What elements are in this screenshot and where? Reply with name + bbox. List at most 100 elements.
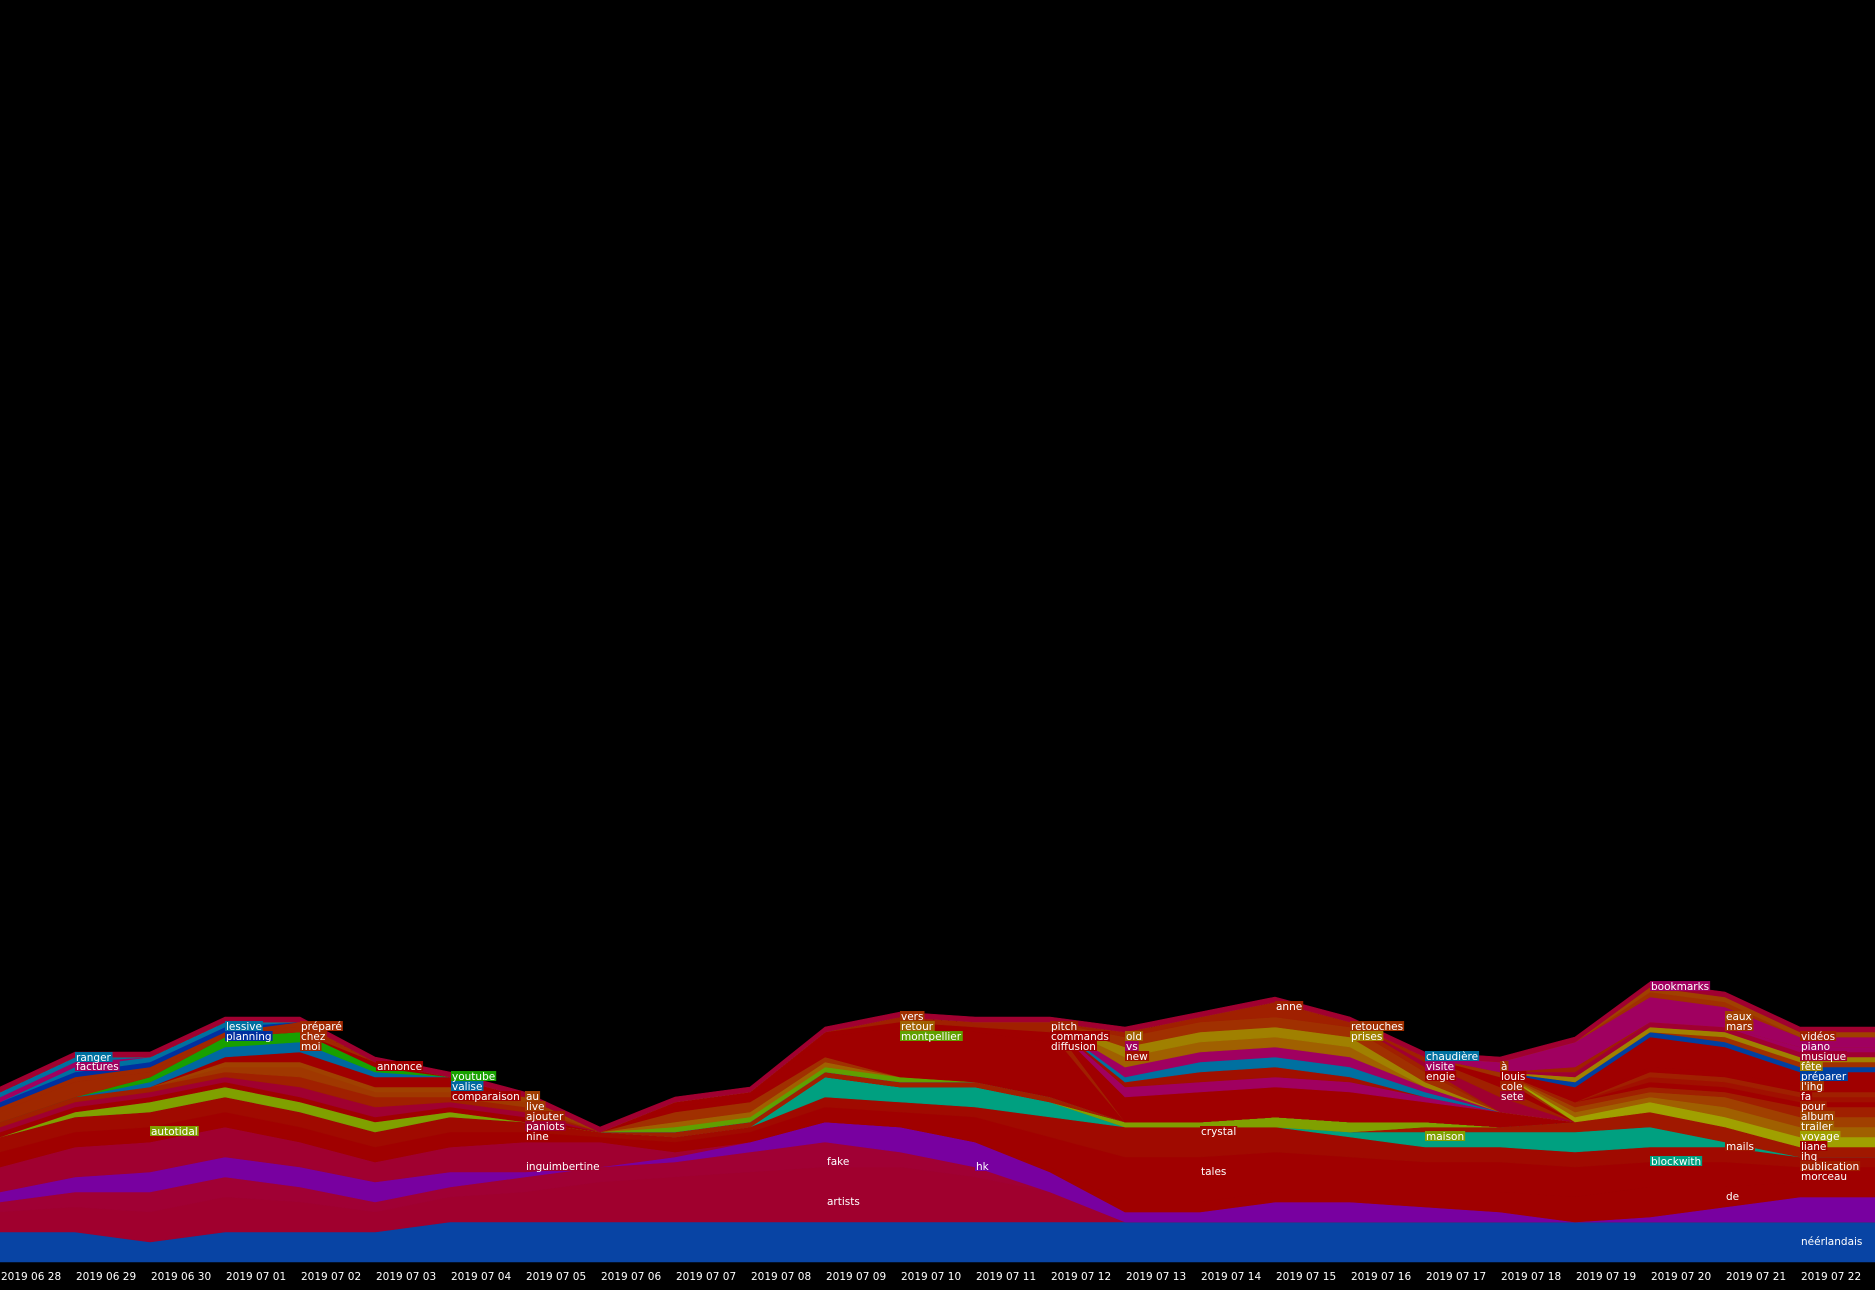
layer-label-background [1425,1131,1466,1141]
layer-label-text: pitch [1051,1021,1077,1033]
x-tick-label: 2019 07 17 [1426,1271,1486,1283]
layer-label-background [1500,1061,1509,1071]
layer-label-background [1800,1236,1864,1246]
layer-label-background [1800,1061,1823,1071]
layer-label-background [75,1052,113,1062]
layer-label-background [451,1091,521,1101]
layer-label-text: hk [976,1161,990,1173]
layer-label: piano [1800,1041,1832,1053]
layer-label: maison [1425,1131,1466,1143]
layer-label-background [1050,1041,1097,1051]
layer-label-background [1125,1031,1144,1041]
x-tick-label: 2019 07 03 [376,1271,436,1283]
layer-label: ihg [1800,1151,1819,1163]
layer-label-background [975,1161,991,1171]
layer-label-text: vidéos [1801,1031,1835,1043]
layer-label-background [1800,1071,1848,1081]
layer-label: old [1125,1031,1144,1043]
layer-label-text: factures [76,1061,119,1073]
layer-label: préparé [300,1021,343,1033]
layer-label-text: comparaison [452,1091,520,1103]
layer-label-background [525,1091,541,1101]
layer-label: musique [1800,1051,1848,1063]
layer-label-text: commands [1051,1031,1109,1043]
layer-label-text: annonce [377,1061,422,1073]
layer-label-background [1800,1151,1819,1161]
layer-label-text: pour [1801,1101,1826,1113]
x-tick-label: 2019 07 19 [1576,1271,1636,1283]
layer-label: prises [1350,1031,1384,1043]
layer-label-background [826,1196,861,1206]
layer-label-text: morceau [1801,1171,1847,1183]
layer-label: blockwith [1650,1156,1703,1168]
x-axis: 2019 06 28 2019 06 29 2019 06 30 2019 07 01… [1,1271,1861,1283]
layer-label-text: néérlandais [1801,1236,1862,1248]
layer-label-background [1725,1021,1754,1031]
layer-label-background [1800,1051,1848,1061]
layer-label-text: préparer [1801,1071,1847,1083]
layer-label-background [1425,1051,1480,1061]
layer-label-background [900,1031,963,1041]
layer-label-background [1800,1081,1825,1091]
layer-label-text: ranger [76,1052,112,1064]
layer-label: fa [1800,1091,1813,1103]
layer-label-background [1800,1141,1828,1151]
x-tick-label: 2019 07 22 [1801,1271,1861,1283]
layer-label-text: paniots [526,1121,565,1133]
layer-label: liane [1800,1141,1828,1153]
layer-label-text: diffusion [1051,1041,1096,1053]
layer-label-text: ihg [1801,1151,1817,1163]
x-tick-label: 2019 07 01 [226,1271,286,1283]
layer-label-background [525,1161,601,1171]
layer-label: pour [1800,1101,1827,1113]
layer-label: paniots [525,1121,566,1133]
layer-label-text: chaudière [1426,1051,1478,1063]
layer-label: autotidal [150,1126,199,1138]
layer-label: nine [525,1131,550,1143]
layer-label-text: cole [1501,1081,1523,1093]
layer-label: mars [1725,1021,1754,1033]
layer-label: cole [1500,1081,1524,1093]
layer-label: album [1800,1111,1835,1123]
layer-label: voyage [1800,1131,1841,1143]
layer-label: vers [900,1011,925,1023]
layer-label: annonce [376,1061,424,1073]
layer-label-text: planning [226,1031,272,1043]
layer-label-text: montpellier [901,1031,962,1043]
layer-label-background [1200,1126,1238,1136]
layer-label: publication [1800,1161,1861,1173]
layer-label: bookmarks [1650,981,1711,993]
layer-label-background [300,1031,327,1041]
layer-label: montpellier [900,1031,963,1043]
layer-unlabeled [0,981,1875,1133]
x-tick-label: 2019 07 07 [676,1271,736,1283]
layer-label-background [1725,1191,1741,1201]
layer-label-text: bookmarks [1651,981,1709,993]
x-tick-label: 2019 07 16 [1351,1271,1411,1283]
layer-label: live [525,1101,546,1113]
layer-label: commands [1050,1031,1110,1043]
x-tick-label: 2019 07 12 [1051,1271,1111,1283]
layer-label-text: retouches [1351,1021,1403,1033]
layer-label-text: fa [1801,1091,1811,1103]
layer-label-text: vs [1126,1041,1138,1053]
layer-label-text: vers [901,1011,923,1023]
layer-label-background [1800,1041,1832,1051]
layer-label: tales [1200,1166,1228,1178]
layer-label-background [1350,1021,1405,1031]
layer-label-background [1350,1031,1384,1041]
layer-label-background [1800,1121,1835,1131]
layer-label-background [1500,1071,1527,1081]
layer-label-background [225,1031,273,1041]
layer-label: vs [1125,1041,1139,1053]
layer-label-text: nine [526,1131,549,1143]
layer-label-text: mars [1726,1021,1752,1033]
layer-label-text: ajouter [526,1111,564,1123]
layer-label: planning [225,1031,273,1043]
layer-label-background [1125,1041,1139,1051]
x-tick-label: 2019 07 06 [601,1271,661,1283]
x-tick-label: 2019 06 28 [1,1271,61,1283]
layer-label: ranger [75,1052,113,1064]
layer-label: retouches [1350,1021,1405,1033]
layer-label-background [1800,1131,1841,1141]
